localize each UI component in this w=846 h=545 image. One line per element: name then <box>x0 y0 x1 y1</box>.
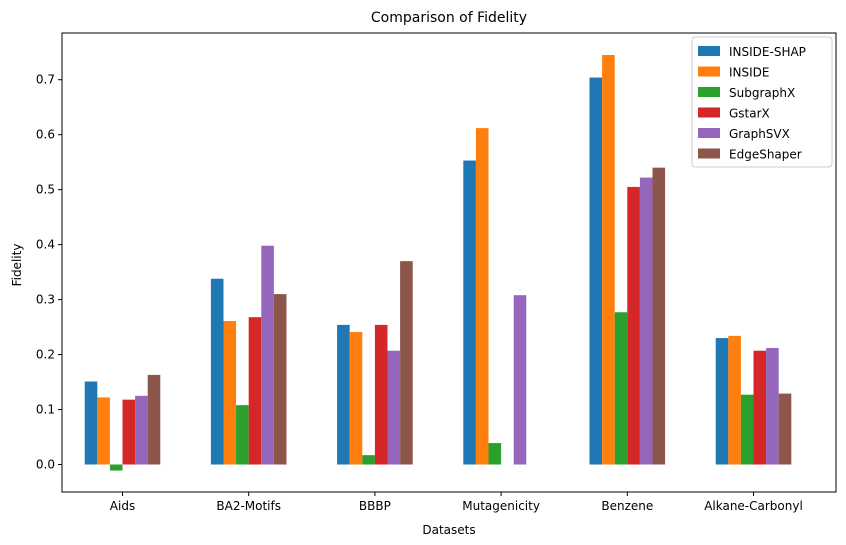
bar-inside-mutagenicity <box>475 128 489 465</box>
legend-swatch <box>698 107 720 118</box>
legend-swatch <box>698 128 720 138</box>
x-tick-label: Benzene <box>601 499 653 513</box>
bar-gstarx-alkane-carbonyl <box>753 350 767 465</box>
y-tick-label: 0.2 <box>36 348 55 362</box>
legend-swatch <box>698 46 720 56</box>
bar-inside-aids <box>97 397 110 465</box>
legend-label: GraphSVX <box>729 127 790 141</box>
y-tick-label: 0.4 <box>36 238 55 252</box>
bar-graphsvx-benzene <box>639 177 653 465</box>
legend-label: INSIDE <box>729 66 770 80</box>
bar-edgeshaper-benzene <box>652 167 666 465</box>
bar-gstarx-bbbp <box>374 324 388 465</box>
legend-swatch <box>698 87 720 97</box>
x-tick-label: BBBP <box>359 499 391 513</box>
bar-edgeshaper-aids <box>147 374 161 465</box>
bar-inside-benzene <box>602 54 615 465</box>
bar-inside-alkane-carbonyl <box>728 335 741 465</box>
y-tick-label: 0.1 <box>36 403 55 417</box>
legend-swatch <box>698 148 720 159</box>
x-tick-label: Alkane-Carbonyl <box>704 499 803 513</box>
bar-inside-ba2-motifs <box>223 321 237 465</box>
legend-label: SubgraphX <box>729 86 795 100</box>
bar-graphsvx-ba2-motifs <box>261 245 274 465</box>
bar-subgraphx-ba2-motifs <box>236 405 249 465</box>
legend-label: GstarX <box>729 107 770 121</box>
bar-inside-shap-ba2-motifs <box>210 278 224 465</box>
bar-inside-shap-mutagenicity <box>463 160 476 465</box>
y-tick-label: 0.6 <box>36 128 55 142</box>
bar-subgraphx-alkane-carbonyl <box>740 394 754 465</box>
y-tick-label: 0.3 <box>36 293 55 307</box>
y-tick-label: 0.7 <box>36 73 55 87</box>
bar-edgeshaper-alkane-carbonyl <box>778 393 792 465</box>
axes-group: 0.0 0.1 0.2 0.3 0.4 0.5 0.6 0.7 Aids BA2-Motifs BB… <box>36 32 837 513</box>
bar-gstarx-aids <box>122 399 136 465</box>
legend-label: INSIDE-SHAP <box>729 45 806 59</box>
bar-inside-shap-aids <box>84 381 98 465</box>
bars-group <box>84 54 792 471</box>
legend-label: EdgeShaper <box>729 148 802 162</box>
legend-box <box>691 36 833 168</box>
legend: INSIDE-SHAP INSIDE SubgraphX GstarX GraphSVX… <box>691 36 833 168</box>
y-tick-label: 0.0 <box>36 458 55 472</box>
legend-swatch <box>698 66 720 77</box>
chart-title: Comparison of Fidelity <box>371 10 527 26</box>
bar-subgraphx-mutagenicity <box>488 443 502 465</box>
bar-edgeshaper-ba2-motifs <box>273 294 287 465</box>
bar-inside-shap-bbbp <box>337 324 350 465</box>
bar-subgraphx-bbbp <box>362 455 375 465</box>
x-tick-label: BA2-Motifs <box>216 499 281 513</box>
bar-graphsvx-mutagenicity <box>513 295 527 465</box>
bar-inside-bbbp <box>349 332 363 465</box>
bar-gstarx-benzene <box>627 186 640 465</box>
bar-gstarx-ba2-motifs <box>248 317 262 465</box>
y-tick-label: 0.5 <box>36 183 55 197</box>
bar-edgeshaper-bbbp <box>400 261 413 465</box>
bar-subgraphx-benzene <box>614 312 628 465</box>
y-axis-label: Fidelity <box>10 244 24 287</box>
x-axis-label: Datasets <box>422 523 475 537</box>
plot-frame <box>61 32 837 493</box>
bar-inside-shap-alkane-carbonyl <box>715 338 729 465</box>
x-tick-label: Mutagenicity <box>462 499 540 513</box>
bar-subgraphx-aids <box>109 464 123 471</box>
x-tick-label: Aids <box>110 499 135 513</box>
bar-graphsvx-alkane-carbonyl <box>766 347 779 465</box>
bar-graphsvx-aids <box>135 395 148 465</box>
bar-graphsvx-bbbp <box>387 350 401 465</box>
bar-inside-shap-benzene <box>589 77 603 465</box>
